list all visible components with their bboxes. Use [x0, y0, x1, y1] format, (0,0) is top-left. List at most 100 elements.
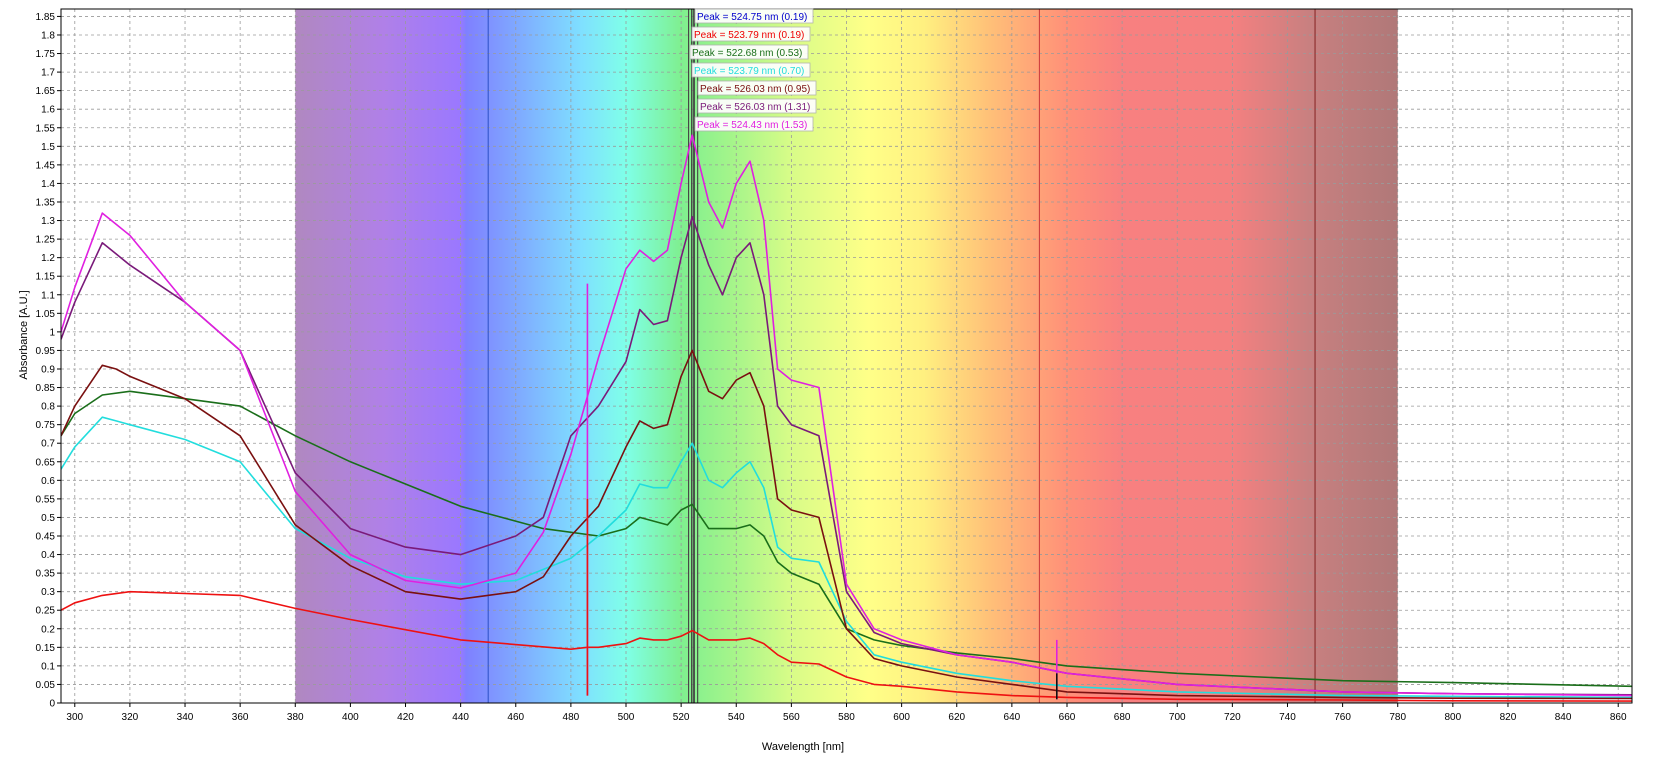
y-tick-label: 0.05	[36, 680, 56, 691]
x-tick-label: 620	[948, 712, 965, 723]
marker-lines	[487, 9, 1316, 703]
y-tick-label: 0.6	[41, 476, 55, 487]
x-tick-label: 540	[728, 712, 745, 723]
x-tick-label: 320	[122, 712, 139, 723]
y-tick-label: 0.3	[41, 587, 55, 598]
y-tick-label: 0.35	[36, 569, 56, 580]
y-tick-label: 1.05	[36, 309, 56, 320]
x-tick-label: 840	[1555, 712, 1572, 723]
x-tick-label: 760	[1334, 712, 1351, 723]
y-tick-label: 1.15	[36, 272, 56, 283]
y-tick-label: 0.2	[41, 624, 55, 635]
y-tick-label: 1.6	[41, 105, 55, 116]
y-tick-label: 0	[49, 699, 55, 710]
peak-label-box	[697, 98, 817, 114]
spectrum-line	[61, 349, 1632, 700]
y-tick-label: 0.15	[36, 643, 56, 654]
x-tick-label: 400	[342, 712, 359, 723]
emission-spikes	[586, 283, 1058, 700]
spectra-series	[61, 134, 1632, 702]
x-tick-label: 460	[507, 712, 524, 723]
peak-label-box	[689, 44, 809, 60]
peak-label-text: Peak = 523.79 nm (0.70)	[694, 66, 804, 77]
y-tick-label: 0.1	[41, 661, 55, 672]
x-tick-label: 700	[1169, 712, 1186, 723]
y-tick-label: 1.1	[41, 290, 55, 301]
y-tick-label: 0.65	[36, 457, 56, 468]
peak-label-text: Peak = 522.68 nm (0.53)	[692, 48, 802, 59]
peak-label-text: Peak = 526.03 nm (1.31)	[700, 102, 810, 113]
peak-label: Peak = 526.03 nm (1.31)	[697, 98, 817, 114]
x-tick-label: 380	[287, 712, 304, 723]
peak-label-box	[694, 8, 814, 24]
y-tick-label: 1.4	[41, 179, 55, 190]
y-tick-label: 1.7	[41, 68, 55, 79]
peak-label-text: Peak = 526.03 nm (0.95)	[700, 84, 810, 95]
peak-label-box	[691, 26, 811, 42]
peak-label: Peak = 523.79 nm (0.70)	[691, 62, 811, 78]
peak-label: Peak = 524.75 nm (0.19)	[694, 8, 814, 24]
x-tick-label: 860	[1610, 712, 1627, 723]
y-tick-label: 1.65	[36, 86, 56, 97]
y-tick-label: 0.4	[41, 550, 55, 561]
peak-labels: Peak = 524.75 nm (0.19) Peak = 523.79 nm …	[689, 8, 817, 132]
x-tick-label: 580	[838, 712, 855, 723]
x-tick-label: 500	[618, 712, 635, 723]
x-tick-label: 520	[673, 712, 690, 723]
peak-label: Peak = 526.03 nm (0.95)	[697, 80, 817, 96]
y-tick-label: 1.35	[36, 197, 56, 208]
y-axis-label: Absorbance [A.U.]	[18, 290, 30, 379]
x-tick-label: 600	[893, 712, 910, 723]
y-tick-label: 0.75	[36, 420, 56, 431]
peak-label-text: Peak = 523.79 nm (0.19)	[694, 30, 804, 41]
x-tick-label: 440	[452, 712, 469, 723]
y-tick-label: 0.95	[36, 346, 56, 357]
peak-label: Peak = 523.79 nm (0.19)	[691, 26, 811, 42]
y-tick-label: 0.55	[36, 494, 56, 505]
x-tick-label: 300	[66, 712, 83, 723]
y-tick-label: 1.45	[36, 160, 56, 171]
y-tick-label: 1.25	[36, 235, 56, 246]
x-tick-label: 660	[1059, 712, 1076, 723]
spectrum-line	[61, 216, 1632, 696]
y-tick-label: 0.45	[36, 531, 56, 542]
x-tick-label: 360	[232, 712, 249, 723]
y-tick-label: 0.9	[41, 364, 55, 375]
x-tick-label: 420	[397, 712, 414, 723]
y-tick-label: 0.5	[41, 513, 55, 524]
y-tick-label: 0.25	[36, 606, 56, 617]
y-tick-label: 1.2	[41, 253, 55, 264]
spectrum-line	[61, 134, 1632, 697]
peak-label-text: Peak = 524.75 nm (0.19)	[697, 12, 807, 23]
y-tick-label: 0.7	[41, 439, 55, 450]
x-tick-label: 720	[1224, 712, 1241, 723]
spectrum-line	[61, 590, 1632, 702]
y-tick-label: 1.5	[41, 142, 55, 153]
x-tick-label: 560	[783, 712, 800, 723]
y-tick-label: 1.55	[36, 123, 56, 134]
x-tick-labels: 300 320 340 360 380 400 420 440 460 480 500 520 540 5…	[66, 703, 1627, 723]
x-tick-label: 800	[1445, 712, 1462, 723]
y-tick-label: 1.85	[36, 12, 56, 23]
x-tick-label: 820	[1500, 712, 1517, 723]
peak-label-box	[694, 116, 814, 132]
x-tick-label: 780	[1389, 712, 1406, 723]
y-tick-labels: 0 0.05 0.1 0.15 0.2 0.25 0.3 0.35 0.4 0.45 0.5 0.55…	[36, 12, 61, 710]
peak-label-box	[697, 80, 817, 96]
peak-label: Peak = 524.43 nm (1.53)	[694, 116, 814, 132]
y-tick-label: 1.3	[41, 216, 55, 227]
peak-label: Peak = 522.68 nm (0.53)	[689, 44, 809, 60]
x-tick-label: 340	[177, 712, 194, 723]
y-tick-label: 1.75	[36, 49, 56, 60]
y-tick-label: 1	[49, 327, 55, 338]
x-tick-label: 680	[1114, 712, 1131, 723]
peak-label-box	[691, 62, 811, 78]
x-axis-label: Wavelength [nm]	[762, 741, 844, 753]
y-tick-label: 1.8	[41, 30, 55, 41]
x-tick-label: 740	[1279, 712, 1296, 723]
peak-label-text: Peak = 524.43 nm (1.53)	[697, 120, 807, 131]
x-tick-label: 480	[563, 712, 580, 723]
y-tick-label: 0.85	[36, 383, 56, 394]
